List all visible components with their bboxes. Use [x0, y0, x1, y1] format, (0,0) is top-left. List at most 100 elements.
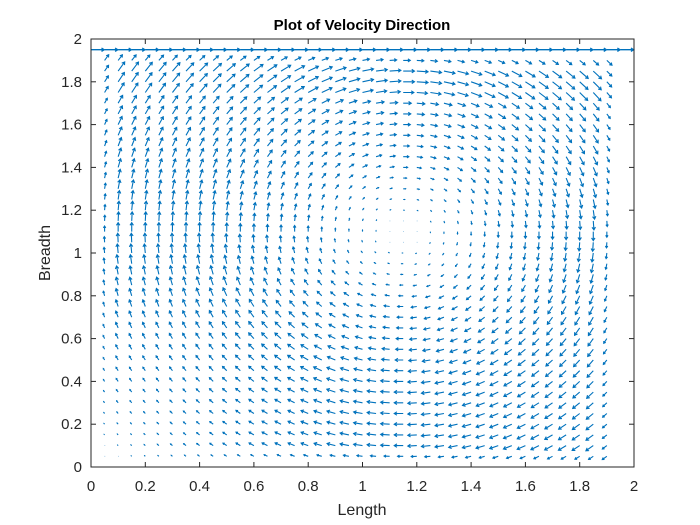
velocity-arrow: [451, 295, 458, 300]
velocity-arrow: [318, 258, 323, 264]
x-tick-label: 0.8: [298, 478, 319, 495]
velocity-arrow: [141, 310, 146, 318]
velocity-arrow: [234, 354, 241, 361]
velocity-arrow: [116, 411, 119, 414]
y-tick-label: 0: [74, 459, 82, 476]
velocity-arrow: [572, 370, 581, 378]
velocity-arrow: [565, 167, 571, 177]
velocity-arrow: [604, 263, 608, 271]
velocity-arrow: [185, 82, 194, 93]
velocity-arrow: [226, 127, 233, 136]
y-axis-label: Breadth: [37, 225, 54, 281]
velocity-arrow: [551, 199, 557, 208]
velocity-arrow: [423, 455, 431, 459]
lid-velocity-arrow: [389, 47, 405, 52]
lid-velocity-arrow: [416, 47, 432, 52]
velocity-arrow: [497, 145, 505, 152]
velocity-arrow: [447, 402, 458, 407]
velocity-arrow: [461, 402, 472, 407]
velocity-arrow: [169, 232, 175, 243]
velocity-arrow: [199, 168, 204, 179]
velocity-arrow: [328, 313, 336, 318]
velocity-arrow: [129, 422, 133, 425]
velocity-arrow: [250, 255, 255, 264]
velocity-arrow: [182, 275, 187, 286]
velocity-arrow: [334, 162, 341, 168]
lid-velocity-arrow: [294, 47, 310, 52]
velocity-arrow: [267, 159, 273, 168]
velocity-arrow: [247, 343, 255, 350]
velocity-arrow: [439, 284, 445, 288]
velocity-arrow: [313, 355, 323, 361]
velocity-arrow: [429, 220, 432, 223]
velocity-arrow: [347, 238, 350, 243]
velocity-arrow: [561, 295, 567, 305]
velocity-arrow: [470, 70, 483, 76]
velocity-arrow: [367, 346, 377, 351]
velocity-arrow: [525, 134, 533, 142]
velocity-arrow: [533, 316, 540, 325]
velocity-arrow: [574, 306, 581, 316]
velocity-arrow: [489, 391, 499, 397]
velocity-arrow: [538, 70, 550, 78]
velocity-arrow: [221, 332, 228, 339]
lid-velocity-arrow: [172, 47, 187, 52]
velocity-arrow: [288, 311, 296, 318]
velocity-arrow: [518, 327, 526, 335]
velocity-arrow: [353, 367, 363, 372]
velocity-arrow: [605, 210, 610, 217]
velocity-arrow: [102, 290, 106, 296]
velocity-arrow: [544, 370, 553, 378]
velocity-arrow: [208, 410, 214, 414]
velocity-arrow: [492, 306, 499, 313]
velocity-arrow: [430, 156, 437, 160]
velocity-arrow: [143, 200, 149, 211]
velocity-arrow: [530, 402, 540, 409]
velocity-arrow: [115, 343, 119, 350]
velocity-arrow: [267, 128, 275, 136]
velocity-arrow: [530, 445, 540, 451]
velocity-arrow: [389, 154, 397, 158]
velocity-arrow: [429, 209, 433, 212]
velocity-arrow: [156, 399, 160, 404]
velocity-arrow: [210, 454, 214, 457]
velocity-arrow: [525, 81, 536, 89]
x-tick-label: 0: [87, 478, 95, 495]
velocity-arrow: [339, 399, 350, 404]
velocity-arrow: [430, 166, 436, 170]
velocity-arrow: [531, 348, 540, 357]
velocity-arrow: [403, 101, 413, 106]
velocity-arrow: [443, 124, 452, 129]
velocity-arrow: [403, 58, 412, 63]
velocity-arrow: [195, 377, 201, 382]
velocity-arrow: [502, 423, 513, 429]
velocity-arrow: [430, 80, 443, 86]
velocity-arrow: [226, 158, 232, 168]
velocity-arrow: [505, 316, 513, 324]
velocity-arrow: [195, 298, 201, 307]
x-tick-label: 1.4: [461, 478, 482, 495]
velocity-arrow: [434, 359, 445, 364]
lid-velocity-arrow: [186, 47, 201, 52]
velocity-arrow: [422, 337, 431, 342]
velocity-arrow: [416, 188, 421, 191]
velocity-arrow: [169, 377, 173, 382]
velocity-arrow: [312, 387, 322, 393]
velocity-arrow: [300, 409, 309, 415]
velocity-arrow: [158, 54, 165, 61]
velocity-arrow: [169, 253, 174, 264]
velocity-arrow: [488, 412, 499, 419]
velocity-arrow: [427, 263, 431, 266]
velocity-arrow: [102, 246, 106, 254]
velocity-arrow: [294, 65, 306, 72]
velocity-arrow: [430, 101, 440, 107]
velocity-arrow: [434, 423, 445, 428]
velocity-arrow: [339, 420, 350, 425]
velocity-arrow: [266, 202, 271, 211]
velocity-arrow: [280, 149, 287, 158]
velocity-arrow: [196, 243, 201, 254]
velocity-arrow: [538, 134, 546, 143]
velocity-arrow: [347, 249, 350, 254]
velocity-arrow: [287, 409, 295, 414]
